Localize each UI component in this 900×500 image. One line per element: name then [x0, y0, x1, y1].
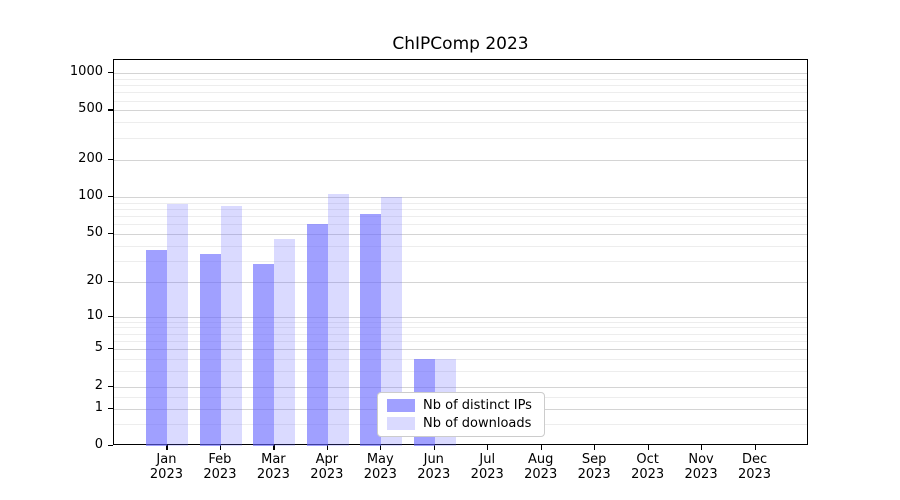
y-tick-label: 0: [94, 437, 103, 452]
gridline-major: [114, 196, 807, 198]
x-tick: [166, 445, 168, 450]
gridline-minor: [114, 202, 807, 204]
x-tick-label: Jan 2023: [149, 452, 183, 482]
y-tick-label: 2: [94, 377, 103, 393]
y-tick: [108, 232, 113, 234]
y-tick: [108, 445, 113, 447]
gridline-minor: [114, 224, 807, 226]
bar-downloads: [220, 205, 242, 446]
x-tick: [754, 445, 756, 450]
gridline-minor: [114, 333, 807, 335]
y-tick-label: 50: [86, 224, 103, 240]
plot-area: [113, 59, 808, 446]
gridline-minor: [114, 340, 807, 342]
y-tick-label: 1: [94, 399, 103, 415]
gridline-minor: [114, 327, 807, 329]
gridline-major: [114, 233, 807, 235]
gridline-major: [114, 386, 807, 388]
gridline-minor: [114, 260, 807, 262]
bar-distinct-ips: [360, 213, 382, 446]
gridline-minor: [114, 85, 807, 87]
gridline-major: [114, 316, 807, 318]
y-tick: [108, 315, 113, 317]
x-tick: [326, 445, 329, 450]
x-tick-label: Jul 2023: [470, 452, 504, 482]
bar-distinct-ips: [253, 264, 275, 446]
gridline-minor: [114, 92, 807, 94]
gridline-major: [114, 159, 807, 161]
x-tick: [219, 445, 222, 450]
gridline-minor: [114, 137, 807, 139]
bar-downloads: [167, 203, 189, 446]
legend-item-downloads: Nb of downloads: [387, 416, 544, 431]
bar-downloads: [274, 239, 296, 446]
legend-item-distinct-ips: Nb of distinct IPs: [387, 398, 544, 413]
x-tick: [380, 445, 382, 450]
gridline-minor: [114, 215, 807, 217]
gridline-major: [114, 281, 807, 283]
y-tick-label: 10: [86, 307, 103, 323]
legend-label-distinct-ips: Nb of distinct IPs: [423, 398, 532, 413]
bar-downloads: [381, 196, 403, 446]
x-tick: [433, 445, 435, 450]
x-tick-label: Nov 2023: [684, 452, 718, 482]
gridline-major: [114, 73, 807, 75]
gridline-minor: [114, 208, 807, 210]
gridline-minor: [114, 78, 807, 80]
x-tick: [594, 445, 596, 450]
y-tick: [108, 158, 113, 160]
chart-title: ChIPComp 2023: [392, 34, 529, 54]
x-tick: [540, 445, 542, 450]
legend-swatch-downloads-icon: [387, 417, 415, 430]
x-tick: [647, 445, 649, 450]
y-tick-label: 5: [94, 340, 103, 356]
y-tick-label: 1000: [69, 64, 103, 80]
x-tick: [273, 445, 275, 450]
gridline-minor: [114, 245, 807, 247]
x-tick-label: Feb 2023: [203, 452, 237, 482]
gridline-minor: [114, 122, 807, 124]
gridline-minor: [114, 100, 807, 102]
y-tick-label: 200: [78, 150, 103, 166]
gridline-minor: [114, 371, 807, 373]
legend-swatch-distinct-ips-icon: [387, 399, 415, 412]
legend-label-downloads: Nb of downloads: [423, 416, 532, 431]
x-tick-label: Mar 2023: [256, 452, 290, 482]
bar-distinct-ips: [306, 224, 328, 446]
legend: Nb of distinct IPs Nb of downloads: [377, 392, 545, 437]
x-tick-label: Oct 2023: [631, 452, 665, 482]
gridline-minor: [114, 359, 807, 361]
x-tick-label: Dec 2023: [737, 452, 772, 482]
x-tick-label: Sep 2023: [577, 452, 611, 482]
x-tick-label: Apr 2023: [310, 452, 344, 482]
y-tick: [108, 109, 113, 111]
bar-distinct-ips: [199, 254, 221, 446]
y-tick: [108, 280, 113, 282]
y-tick-label: 20: [86, 272, 103, 288]
gridline-major: [114, 110, 807, 112]
bar-downloads: [327, 194, 349, 446]
y-tick-label: 100: [78, 187, 103, 203]
x-tick: [487, 445, 489, 450]
gridline-minor: [114, 321, 807, 323]
y-tick: [108, 385, 113, 387]
bar-distinct-ips: [146, 249, 168, 446]
x-tick-label: May 2023: [363, 452, 397, 482]
gridline-major: [114, 349, 807, 351]
y-tick-label: 500: [78, 101, 103, 117]
x-tick-label: Aug 2023: [524, 452, 558, 482]
y-tick: [108, 407, 113, 409]
y-tick: [108, 195, 113, 198]
x-tick: [701, 445, 703, 450]
x-tick-label: Jun 2023: [417, 452, 451, 482]
y-tick: [108, 72, 113, 74]
y-tick: [108, 348, 113, 350]
